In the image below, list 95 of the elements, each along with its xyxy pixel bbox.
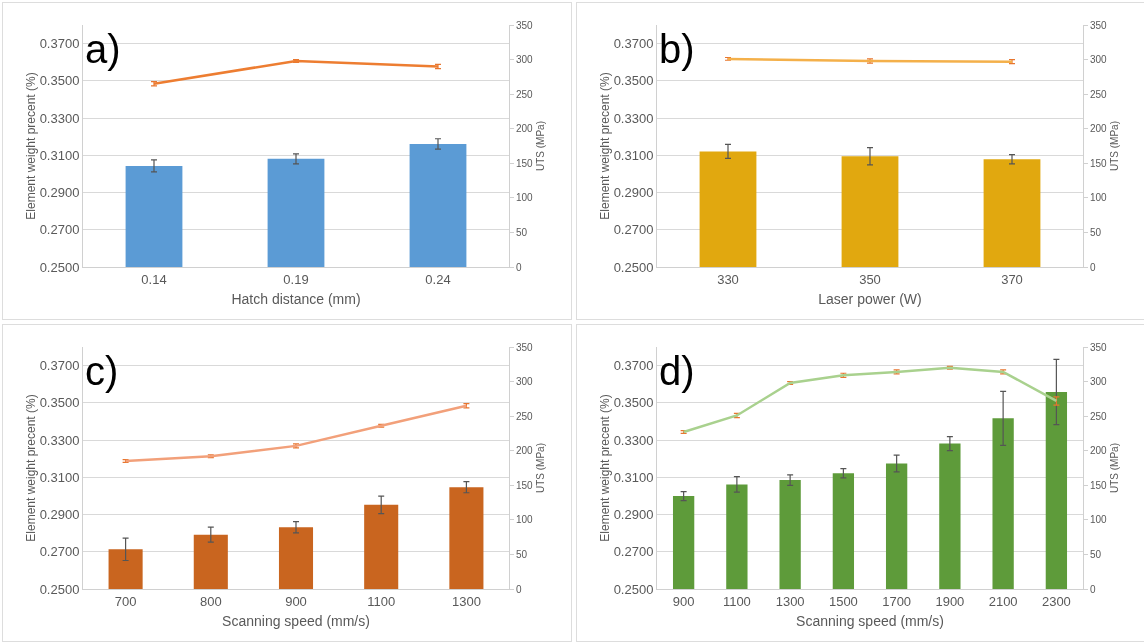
x-axis-title: Hatch distance (mm)	[231, 290, 361, 307]
annotation: a)	[85, 27, 121, 71]
y-tick-label: 0.3500	[613, 73, 654, 89]
y2-axis-title: UTS (MPa)	[535, 121, 547, 171]
y2-tick-label: 250	[516, 88, 534, 100]
x-tick-label: 900	[285, 593, 307, 609]
y2-tick-label: 100	[516, 514, 534, 526]
y2-tick-label: 100	[1090, 514, 1108, 526]
y-tick-label: 0.3300	[613, 432, 654, 448]
x-tick-label: 370	[1001, 271, 1023, 287]
y2-tick-label: 0	[516, 261, 522, 273]
y-tick-label: 0.2700	[39, 222, 80, 238]
y-tick-label: 0.2500	[613, 259, 654, 275]
y-tick-label: 0.3100	[39, 469, 80, 485]
y-tick-label: 0.3700	[39, 36, 80, 52]
y-tick-label: 0.3300	[39, 432, 80, 448]
x-tick-label: 0.19	[283, 271, 309, 287]
x-tick-label: 350	[859, 271, 881, 287]
y-tick-label: 0.2700	[613, 544, 654, 560]
y2-tick-label: 350	[516, 19, 534, 31]
x-tick-label: 1300	[451, 593, 481, 609]
y-tick-label: 0.3700	[39, 358, 80, 374]
y-axis-title: Element weight precent (%)	[597, 72, 612, 220]
annotation: d)	[659, 349, 695, 393]
x-tick-label: 900	[672, 593, 695, 609]
x-tick-label: 800	[199, 593, 222, 609]
y2-tick-label: 150	[516, 479, 534, 491]
y-tick-label: 0.3700	[613, 358, 654, 374]
y-tick-label: 0.3500	[39, 73, 80, 89]
y2-tick-label: 200	[516, 445, 534, 457]
x-axis-title: Scanning speed (mm/s)	[222, 612, 370, 629]
y-tick-label: 0.2900	[613, 507, 654, 523]
y2-tick-label: 100	[1090, 192, 1108, 204]
y2-tick-label: 250	[516, 410, 534, 422]
x-tick-label: 2100	[988, 593, 1018, 609]
y2-tick-label: 150	[1090, 157, 1108, 169]
y2-axis-title: UTS (MPa)	[535, 443, 547, 493]
y-tick-label: 0.3100	[39, 147, 80, 163]
y2-tick-label: 350	[1090, 19, 1108, 31]
y2-tick-label: 200	[1090, 445, 1108, 457]
x-tick-label: 1700	[882, 593, 912, 609]
y2-tick-label: 200	[516, 123, 534, 135]
x-tick-label: 1900	[935, 593, 965, 609]
y-tick-label: 0.2500	[39, 259, 80, 275]
y2-tick-label: 200	[1090, 123, 1108, 135]
y-tick-label: 0.3500	[39, 395, 80, 411]
y2-tick-label: 300	[1090, 54, 1108, 66]
y2-tick-label: 50	[516, 226, 528, 238]
y2-tick-label: 300	[1090, 376, 1108, 388]
x-tick-label: 2300	[1041, 593, 1071, 609]
y-tick-label: 0.3100	[613, 147, 654, 163]
y2-tick-label: 250	[1090, 410, 1108, 422]
y-tick-label: 0.3100	[613, 469, 654, 485]
y-tick-label: 0.2900	[613, 185, 654, 201]
x-axis-title: Scanning speed (mm/s)	[796, 612, 944, 629]
y2-tick-label: 50	[516, 548, 528, 560]
y2-tick-label: 0	[1090, 261, 1096, 273]
y2-tick-label: 100	[516, 192, 534, 204]
y2-tick-label: 50	[1090, 548, 1102, 560]
x-tick-label: 1500	[828, 593, 858, 609]
annotation: c)	[85, 349, 119, 393]
y-tick-label: 0.3300	[39, 110, 80, 126]
y-axis-title: Element weight precent (%)	[23, 394, 38, 542]
y2-tick-label: 0	[516, 583, 522, 595]
y2-tick-label: 50	[1090, 226, 1102, 238]
y-axis-title: Element weight precent (%)	[597, 394, 612, 542]
y2-tick-label: 0	[1090, 583, 1096, 595]
y2-tick-label: 350	[516, 341, 534, 353]
y-tick-label: 0.2500	[613, 581, 654, 597]
y-tick-label: 0.3700	[613, 36, 654, 52]
x-tick-label: 330	[717, 271, 739, 287]
y2-tick-label: 350	[1090, 341, 1108, 353]
y2-tick-label: 250	[1090, 88, 1108, 100]
y2-tick-label: 300	[516, 376, 534, 388]
x-tick-label: 0.14	[141, 271, 167, 287]
y-tick-label: 0.2700	[39, 544, 80, 560]
y-tick-label: 0.3500	[613, 395, 654, 411]
y-tick-label: 0.2500	[39, 581, 80, 597]
y-tick-label: 0.3300	[613, 110, 654, 126]
y2-tick-label: 150	[516, 157, 534, 169]
x-tick-label: 700	[114, 593, 137, 609]
x-tick-label: 0.24	[425, 271, 451, 287]
y2-axis-title: UTS (MPa)	[1109, 121, 1121, 171]
y-tick-label: 0.2700	[613, 222, 654, 238]
y2-tick-label: 300	[516, 54, 534, 66]
x-axis-title: Laser power (W)	[818, 290, 922, 307]
y-tick-label: 0.2900	[39, 507, 80, 523]
annotation: b)	[659, 27, 695, 71]
x-tick-label: 1300	[775, 593, 805, 609]
y2-axis-title: UTS (MPa)	[1109, 443, 1121, 493]
y-tick-label: 0.2900	[39, 185, 80, 201]
y-axis-title: Element weight precent (%)	[23, 72, 38, 220]
x-tick-label: 1100	[722, 593, 751, 609]
x-tick-label: 1100	[367, 593, 396, 609]
y2-tick-label: 150	[1090, 479, 1108, 491]
